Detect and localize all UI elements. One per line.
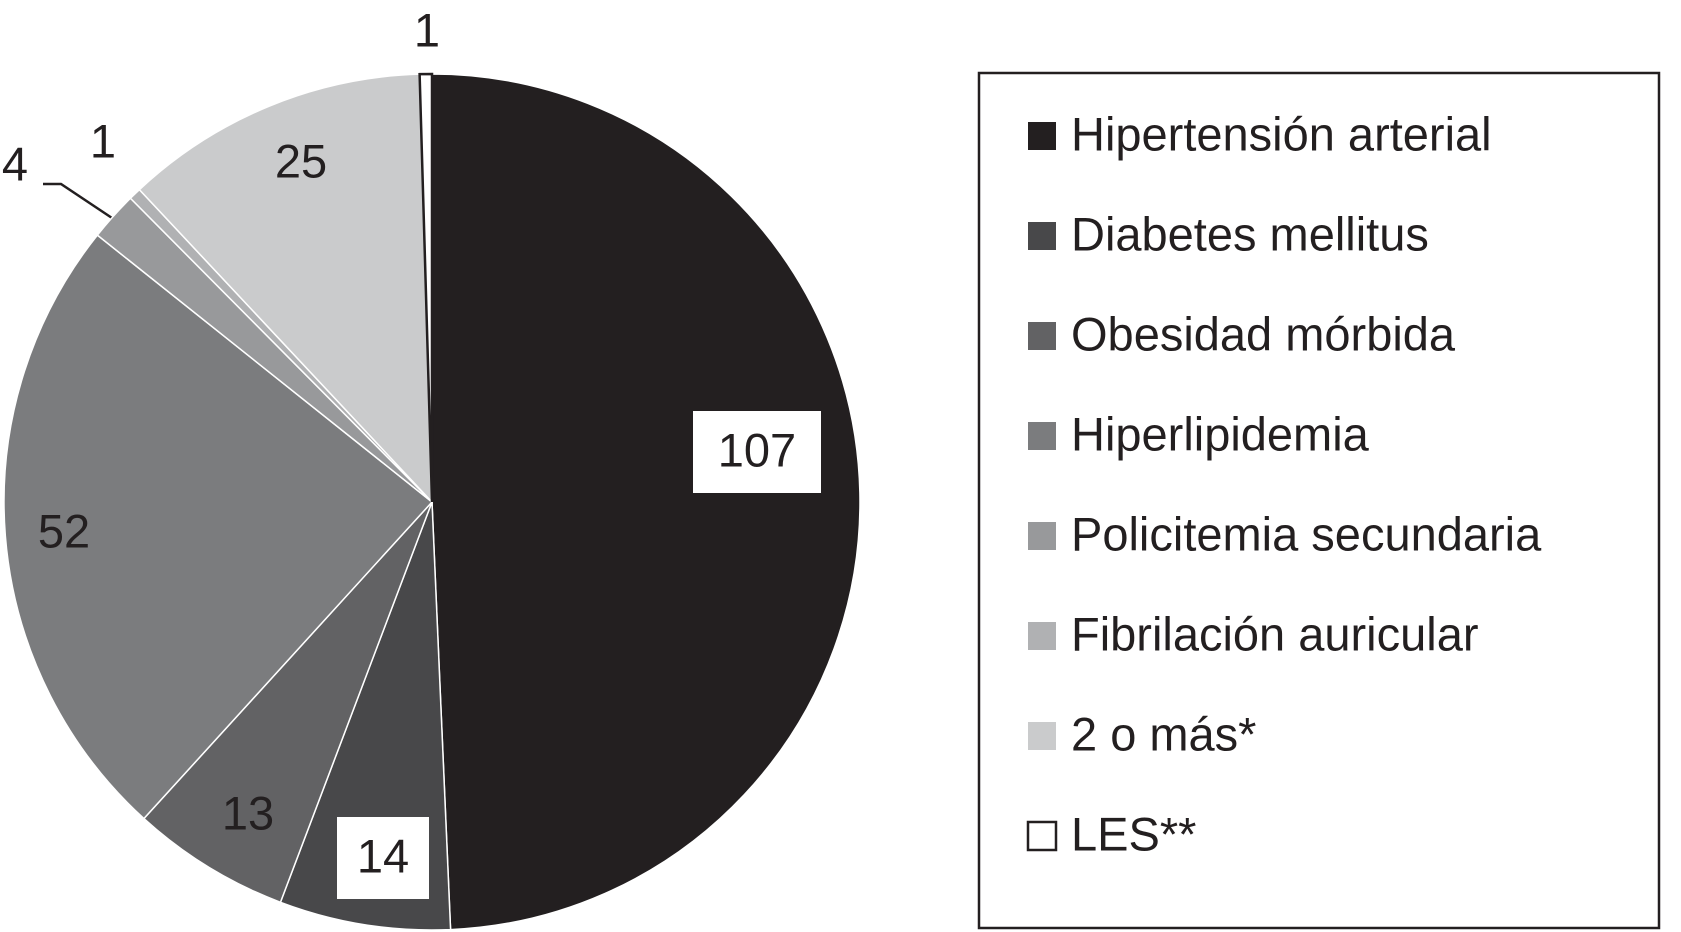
data-label: 107 [718, 423, 796, 476]
pie-slice [431, 73, 861, 931]
legend-swatch [1028, 322, 1056, 350]
data-label: 1 [90, 114, 116, 167]
data-label: 14 [357, 829, 409, 882]
legend-swatch [1028, 222, 1056, 250]
pie-slice [138, 73, 433, 504]
leader-line [43, 182, 116, 222]
legend-swatch [1028, 722, 1056, 750]
legend-label: LES** [1071, 807, 1196, 860]
pie-slice [3, 234, 434, 820]
legend-label: Policitemia secundaria [1071, 507, 1542, 560]
legend-label: Fibrilación auricular [1071, 607, 1479, 660]
legend-box [977, 71, 1661, 930]
legend-swatch [1028, 422, 1056, 450]
legend-swatch [1028, 622, 1056, 650]
legend-swatch [1028, 522, 1056, 550]
legend-swatch [1026, 820, 1058, 852]
pie-slice [418, 72, 434, 503]
data-label: 1 [414, 3, 440, 56]
data-label: 52 [38, 504, 90, 557]
legend-label: Hiperlipidemia [1071, 407, 1370, 460]
data-label: 4 [2, 137, 28, 190]
legend-label: Obesidad mórbida [1071, 307, 1456, 360]
pie-slice [142, 501, 433, 904]
label-box [337, 817, 429, 899]
legend-label: Hipertensión arterial [1071, 107, 1492, 160]
data-label: 13 [222, 786, 274, 839]
legend-swatch [1028, 122, 1056, 150]
label-box [693, 411, 821, 493]
data-label: 25 [275, 134, 327, 187]
legend-label: 2 o más* [1071, 707, 1256, 760]
legend-label: Diabetes mellitus [1071, 207, 1429, 260]
